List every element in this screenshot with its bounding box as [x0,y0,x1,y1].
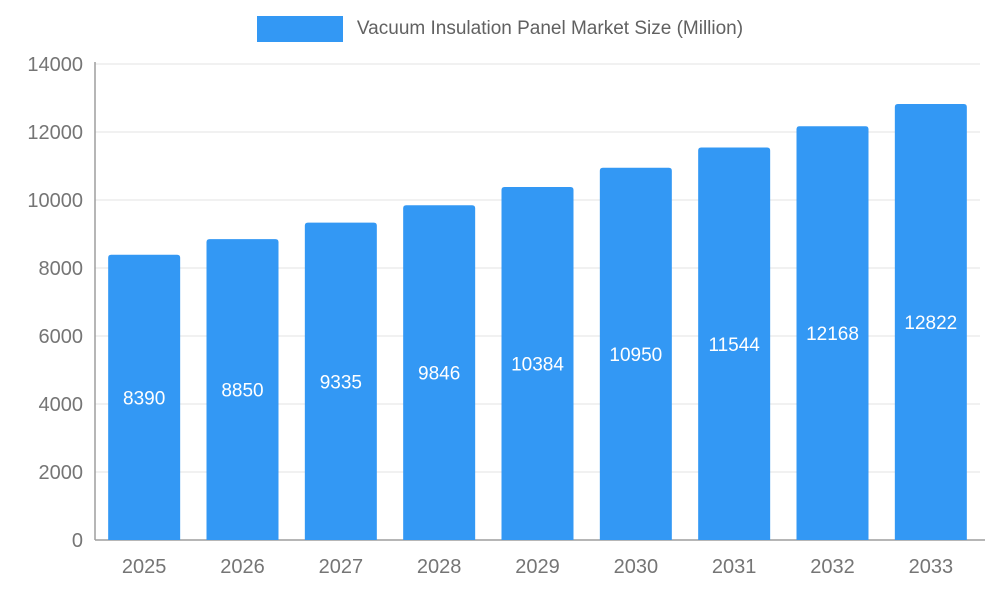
x-axis-tick-label: 2029 [515,556,560,578]
bar-value-label: 9846 [418,364,460,385]
bar-value-label: 8850 [221,381,263,402]
y-axis-tick-label: 6000 [39,326,84,348]
bar[interactable] [304,222,377,541]
bar[interactable] [501,186,574,540]
x-axis-tick-label: 2032 [810,556,855,578]
bar-value-label: 12168 [806,324,859,345]
legend-label: Vacuum Insulation Panel Market Size (Mil… [356,18,744,39]
bar[interactable] [599,167,672,540]
bar[interactable] [108,254,181,541]
x-axis-tick-label: 2026 [220,556,265,578]
y-axis-tick-label: 0 [72,530,83,552]
legend-swatch [256,16,343,42]
x-axis-tick-label: 2031 [712,556,757,578]
bar-value-label: 8390 [123,388,165,409]
x-axis-tick-label: 2030 [614,556,659,578]
plot-area: 0 2000 4000 6000 8000 10000 12000 14000 8390 2025… [27,54,985,578]
x-axis-tick-label: 2028 [417,556,462,578]
bar[interactable] [796,126,869,541]
bar[interactable] [206,239,279,540]
bar-value-label: 9335 [320,372,362,393]
y-axis-tick-label: 10000 [27,190,83,212]
x-axis-tick-label: 2033 [909,556,954,578]
y-axis-tick-label: 8000 [39,258,84,280]
y-axis-tick-label: 12000 [27,122,83,144]
bar[interactable] [403,205,476,540]
bar-value-label: 10384 [511,354,564,375]
y-axis-tick-label: 2000 [39,462,84,484]
y-axis-tick-label: 14000 [27,54,83,76]
x-axis-tick-label: 2025 [122,556,167,578]
bar-value-label: 10950 [609,345,662,366]
y-axis-tick-label: 4000 [39,394,84,416]
bar[interactable] [698,147,771,540]
legend[interactable]: Vacuum Insulation Panel Market Size (Mil… [0,14,1000,44]
bar[interactable] [894,104,967,540]
bar-value-label: 11544 [708,335,760,356]
bar-value-label: 12822 [904,313,957,334]
x-axis-tick-label: 2027 [319,556,364,578]
